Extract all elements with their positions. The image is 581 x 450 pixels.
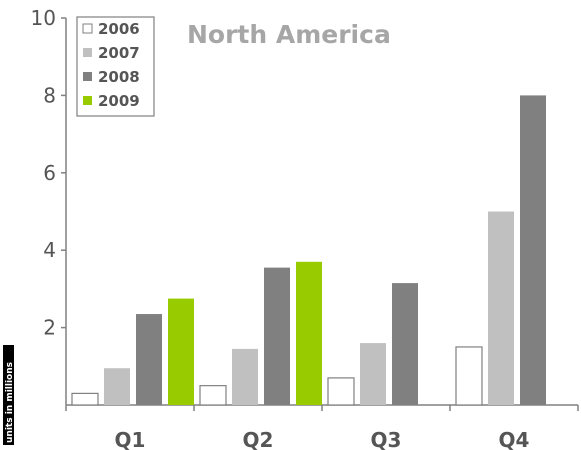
bar-2008-q2 [264,267,290,405]
y-axis-label: units in millions [5,362,15,443]
x-category-label: Q3 [371,428,402,450]
bar-2009-q2 [296,261,322,405]
legend-label-2009: 2009 [98,92,140,110]
x-category-label: Q4 [499,428,530,450]
bar-2006-q4 [455,346,483,406]
legend-swatch-2009 [83,96,92,105]
bar-2006-q1 [71,392,99,406]
x-ticks: Q1 Q2 Q3 Q4 [65,405,579,450]
legend-swatch-2008 [83,72,92,81]
legend: 2006 2007 2008 2009 [76,16,155,117]
bars [71,95,546,406]
y-tick-label: 8 [43,83,56,107]
bar-2008-q1 [136,314,162,405]
legend-swatch-2007 [83,48,92,57]
bar-2007-q3 [360,343,386,405]
bar-2008-q3 [392,283,418,405]
y-ticks: 2 4 6 8 10 [31,6,66,340]
legend-label-2006: 2006 [98,20,140,38]
legend-swatch-2006 [82,23,93,34]
x-category-label: Q1 [115,428,146,450]
bar-2006-q3 [327,377,355,406]
y-axis-label-group: units in millions [3,345,15,445]
bar-2008-q4 [520,95,546,406]
bar-2007-q2 [232,348,258,405]
y-tick-label: 4 [43,238,56,262]
bar-2007-q4 [488,211,514,405]
bar-2006-q2 [199,385,227,406]
legend-label-2008: 2008 [98,68,140,86]
y-axis-label-background [3,345,14,445]
bar-2009-q1 [168,298,194,405]
y-tick-label: 2 [43,316,56,340]
x-category-label: Q2 [243,428,274,450]
bar-2007-q1 [104,368,130,405]
y-tick-label: 10 [31,6,56,30]
y-tick-label: 6 [43,161,56,185]
legend-label-2007: 2007 [98,44,140,62]
chart-title: North America [187,20,391,49]
